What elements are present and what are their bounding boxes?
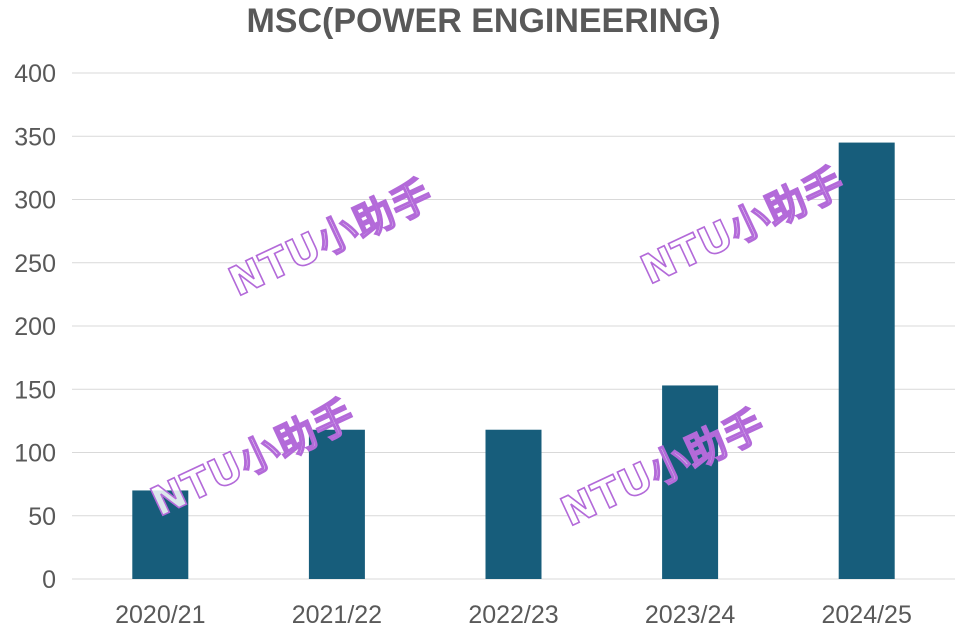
x-tick-label: 2020/21 bbox=[115, 601, 205, 629]
x-tick-label: 2023/24 bbox=[645, 601, 735, 629]
x-tick-label: 2024/25 bbox=[822, 601, 912, 629]
chart-title: MSC(POWER ENGINEERING) bbox=[246, 2, 721, 40]
bar-2022/23 bbox=[485, 429, 542, 579]
y-tick-label: 150 bbox=[14, 376, 56, 404]
y-tick-label: 300 bbox=[14, 187, 56, 215]
bar-2020/21 bbox=[132, 490, 189, 579]
bar-2023/24 bbox=[662, 385, 719, 579]
y-tick-label: 0 bbox=[42, 566, 56, 594]
x-tick-label: 2022/23 bbox=[468, 601, 558, 629]
x-tick-label: 2021/22 bbox=[292, 601, 382, 629]
y-tick-label: 200 bbox=[14, 313, 56, 341]
bar-2024/25 bbox=[838, 142, 895, 579]
y-tick-label: 400 bbox=[14, 60, 56, 88]
y-tick-label: 50 bbox=[28, 503, 56, 531]
y-tick-label: 350 bbox=[14, 123, 56, 151]
y-tick-label: 100 bbox=[14, 440, 56, 468]
y-tick-label: 250 bbox=[14, 250, 56, 278]
bar-2021/22 bbox=[308, 429, 365, 579]
